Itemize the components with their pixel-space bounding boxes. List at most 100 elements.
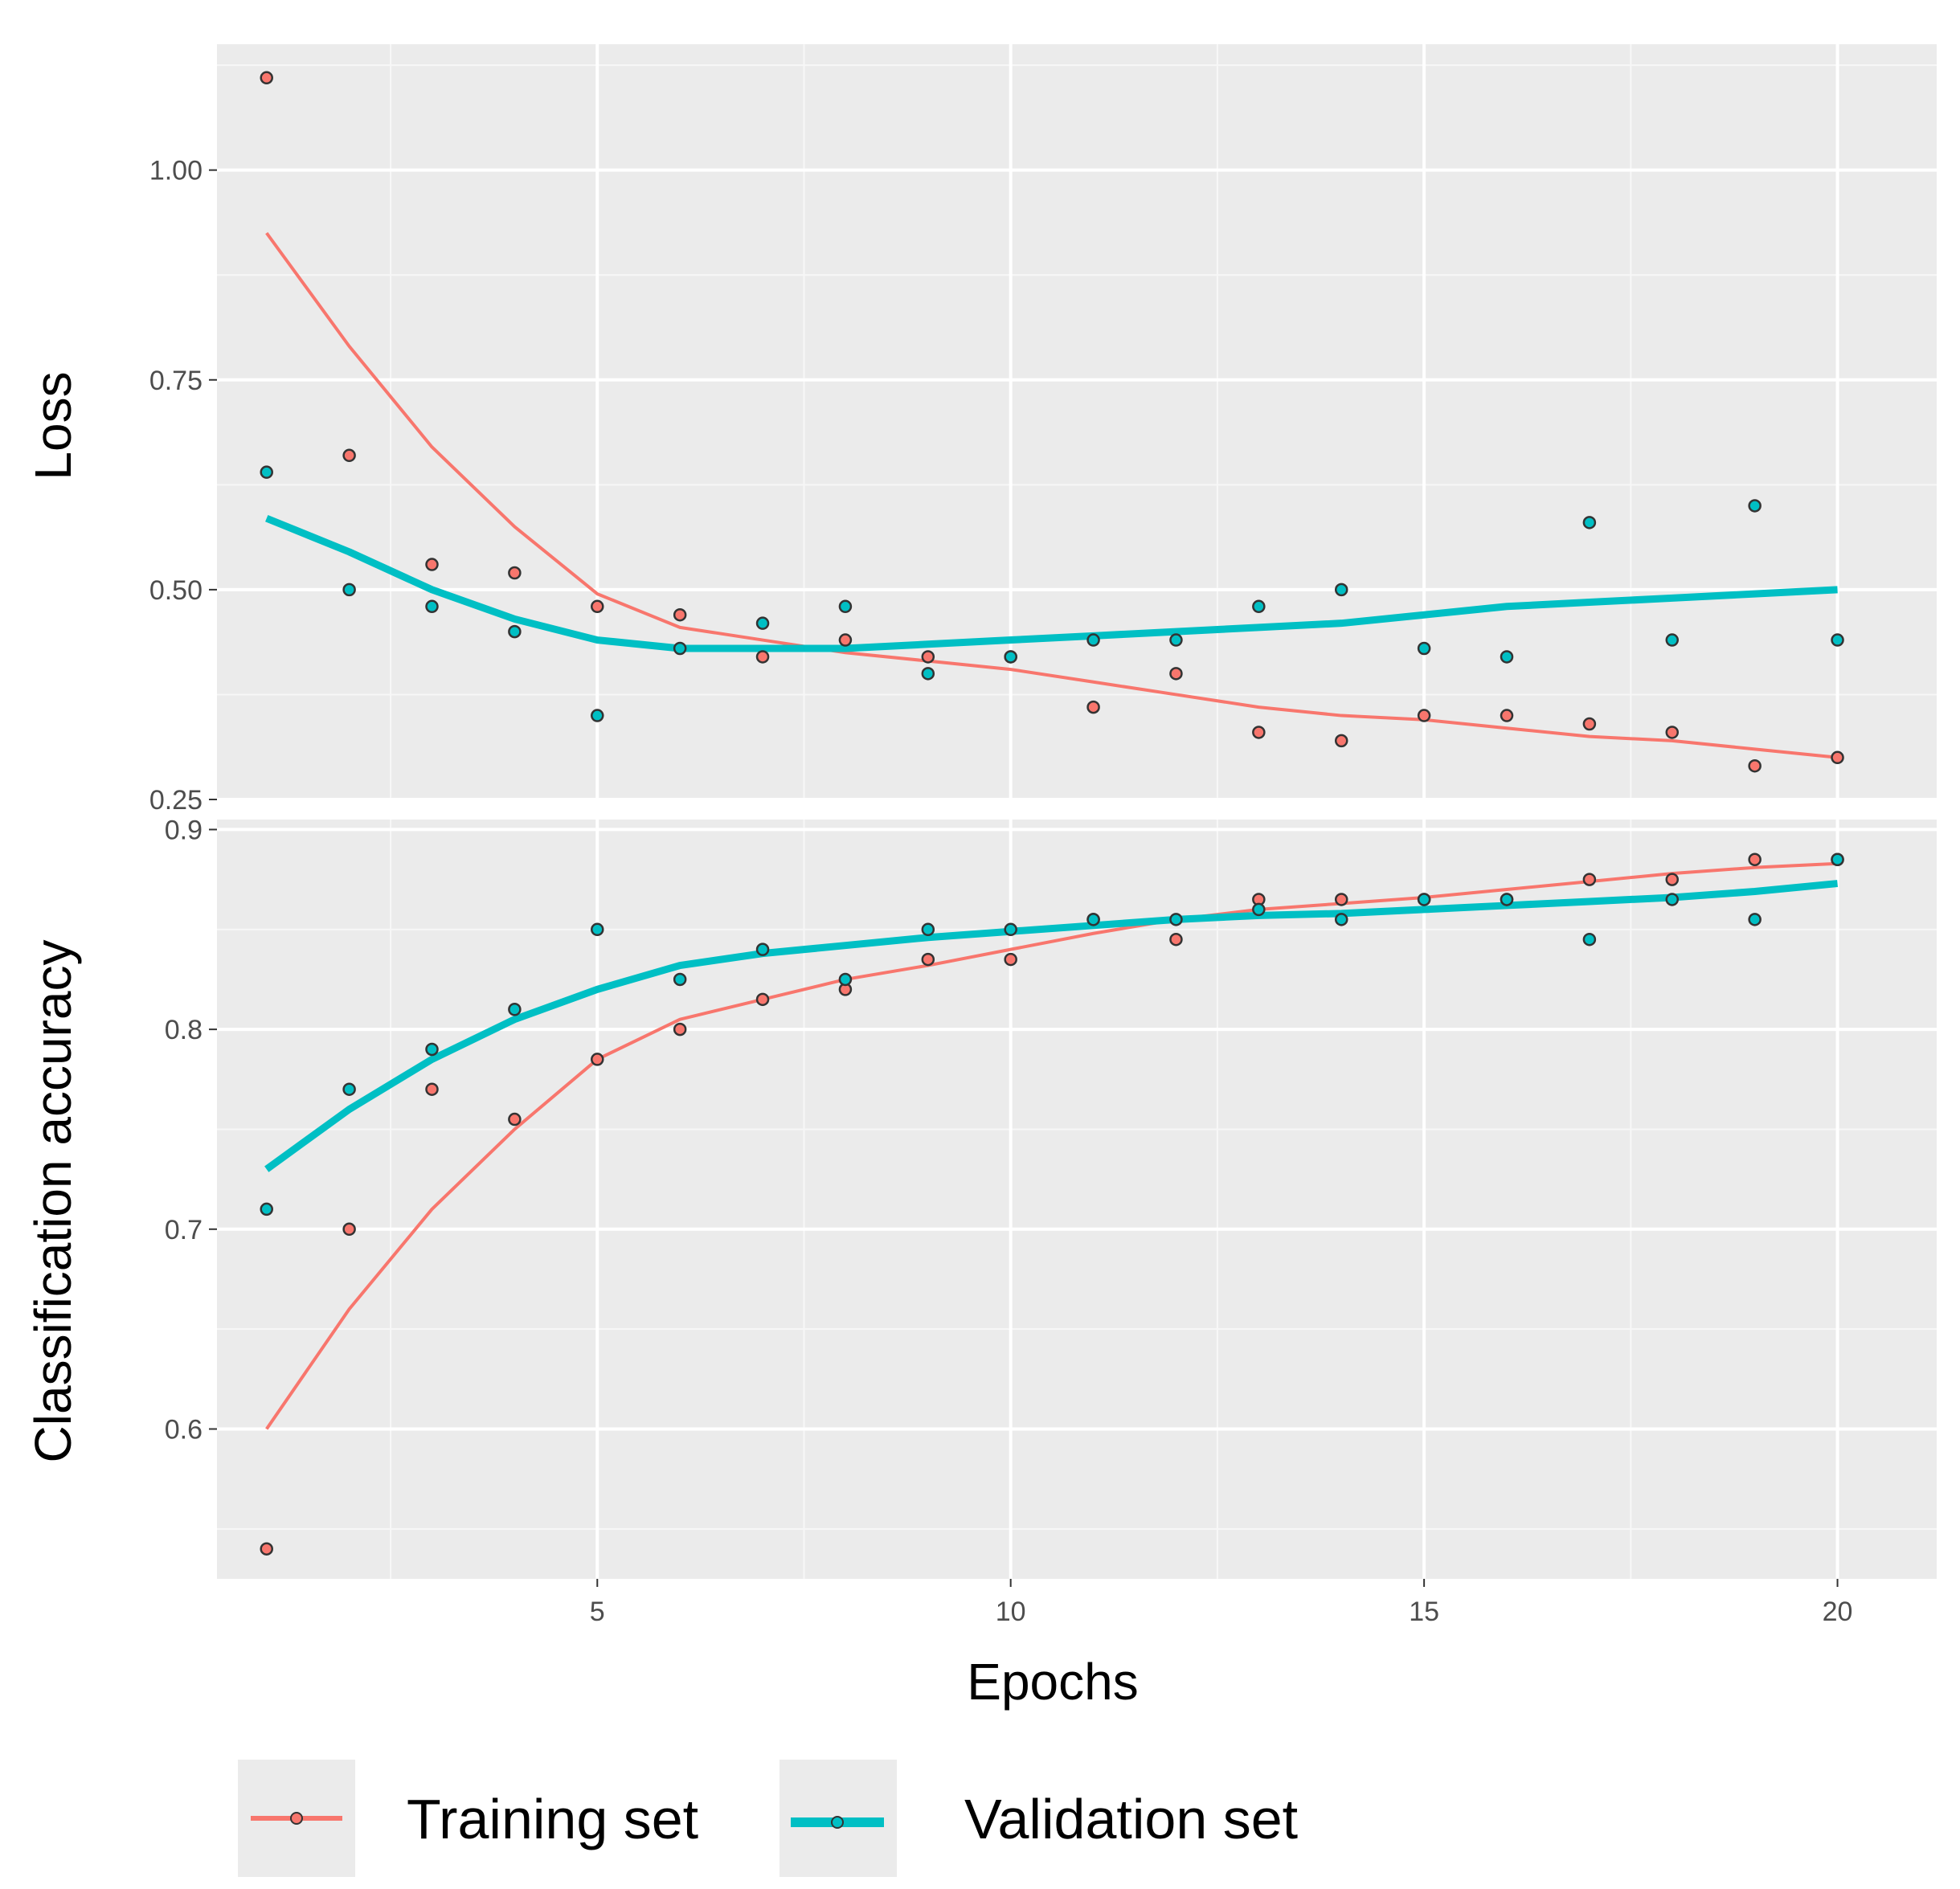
x-axis-label: Epochs xyxy=(967,1653,1138,1711)
legend-label-training: Training set xyxy=(407,1788,698,1850)
accuracy-validation-point xyxy=(260,1202,273,1216)
loss-training-trend-line xyxy=(265,231,1838,759)
loss-training-point xyxy=(425,558,439,571)
x-tick-label: 15 xyxy=(1409,1597,1439,1627)
accuracy-validation-point xyxy=(425,1042,439,1057)
loss-validation-trend-line xyxy=(265,514,1838,652)
accuracy-training-point xyxy=(1582,873,1597,886)
accuracy-training-point xyxy=(1004,952,1017,967)
loss-validation-point xyxy=(1582,516,1597,529)
loss-training-point xyxy=(1831,750,1844,765)
loss-y-tick-label: 1.00 xyxy=(149,156,203,186)
loss-validation-point xyxy=(1334,583,1348,597)
loss-training-point xyxy=(260,71,273,85)
accuracy-training-trend-line xyxy=(265,861,1838,1430)
accuracy-training-point xyxy=(1169,932,1183,947)
accuracy-training-point xyxy=(260,1542,273,1556)
accuracy-panel: 0.6 0.7 0.8 0.9 5 10 15 20 xyxy=(165,815,1937,1627)
accuracy-y-axis-label: Classification accuracy xyxy=(24,940,82,1463)
loss-training-point xyxy=(838,633,853,647)
accuracy-training-point xyxy=(755,992,770,1007)
loss-validation-point xyxy=(508,624,522,639)
loss-training-point xyxy=(1582,717,1597,731)
loss-validation-point xyxy=(1004,650,1017,664)
legend-key-training-point xyxy=(290,1812,303,1825)
legend: Training set Validation set xyxy=(238,1760,1298,1877)
accuracy-validation-point xyxy=(1582,932,1597,947)
loss-validation-point xyxy=(1417,641,1431,656)
accuracy-validation-trend-line xyxy=(264,880,1838,1172)
loss-validation-point xyxy=(1252,599,1266,614)
loss-training-point xyxy=(921,650,935,664)
loss-validation-point xyxy=(838,599,853,614)
accuracy-validation-point xyxy=(838,972,853,987)
x-tick-label: 10 xyxy=(996,1597,1026,1627)
loss-validation-point xyxy=(1748,499,1762,513)
accuracy-validation-point xyxy=(1086,913,1100,926)
loss-training-point xyxy=(1417,709,1431,722)
accuracy-training-point xyxy=(425,1082,439,1096)
loss-training-point xyxy=(1252,726,1266,739)
accuracy-validation-point xyxy=(342,1082,356,1096)
accuracy-training-point xyxy=(508,1112,522,1126)
x-tick-label: 5 xyxy=(590,1597,605,1627)
loss-y-axis-label: Loss xyxy=(24,371,82,480)
accuracy-validation-point xyxy=(1169,913,1183,926)
loss-validation-point xyxy=(755,616,770,630)
accuracy-training-point xyxy=(673,1022,687,1036)
loss-validation-point xyxy=(673,641,687,656)
loss-training-point xyxy=(342,448,356,463)
legend-key-validation-point xyxy=(831,1816,844,1829)
accuracy-validation-point xyxy=(1004,922,1017,937)
loss-panel-background xyxy=(217,44,1937,799)
accuracy-validation-point xyxy=(673,972,687,987)
accuracy-validation-point xyxy=(755,942,770,956)
loss-training-point xyxy=(1086,700,1100,714)
loss-validation-point xyxy=(1665,633,1680,647)
loss-validation-point xyxy=(921,667,935,681)
accuracy-validation-point xyxy=(591,922,604,937)
accuracy-validation-point xyxy=(1500,893,1514,906)
loss-training-point xyxy=(1748,758,1762,773)
loss-panel: 0.25 0.50 0.75 1.00 xyxy=(149,44,1937,816)
accuracy-training-point xyxy=(1665,873,1680,886)
accuracy-validation-point xyxy=(1665,893,1680,906)
legend-label-validation: Validation set xyxy=(964,1788,1298,1850)
accuracy-validation-point xyxy=(1417,893,1431,906)
accuracy-y-tick-label: 0.8 xyxy=(165,1015,203,1045)
accuracy-training-point xyxy=(342,1222,356,1237)
loss-y-tick-label: 0.25 xyxy=(149,785,203,816)
loss-training-point xyxy=(673,607,687,622)
loss-validation-point xyxy=(1169,633,1183,647)
accuracy-panel-background xyxy=(217,820,1937,1579)
accuracy-training-point xyxy=(1334,893,1348,906)
loss-validation-point xyxy=(1086,633,1100,647)
loss-validation-point xyxy=(260,465,273,479)
loss-training-point xyxy=(1500,709,1514,722)
accuracy-validation-point xyxy=(508,1003,522,1016)
loss-training-point xyxy=(755,650,770,664)
loss-y-tick-label: 0.50 xyxy=(149,575,203,606)
accuracy-y-tick-label: 0.9 xyxy=(165,815,203,845)
accuracy-training-point xyxy=(1748,853,1762,866)
loss-training-point xyxy=(1169,667,1183,681)
loss-validation-point xyxy=(1500,650,1514,664)
accuracy-validation-point xyxy=(1334,913,1348,926)
accuracy-training-point xyxy=(591,1053,604,1066)
x-tick-label: 20 xyxy=(1823,1597,1853,1627)
loss-training-point xyxy=(1334,734,1348,748)
accuracy-training-point xyxy=(921,952,935,967)
accuracy-validation-point xyxy=(1748,913,1762,926)
loss-training-point xyxy=(508,566,522,580)
accuracy-validation-point xyxy=(1252,902,1266,917)
accuracy-y-tick-label: 0.6 xyxy=(165,1414,203,1445)
loss-validation-point xyxy=(591,709,604,722)
loss-training-point xyxy=(591,599,604,614)
accuracy-validation-point xyxy=(1831,853,1844,866)
accuracy-validation-point xyxy=(921,922,935,937)
loss-validation-point xyxy=(425,599,439,614)
loss-validation-point xyxy=(342,583,356,597)
loss-y-tick-label: 0.75 xyxy=(149,366,203,396)
accuracy-y-tick-label: 0.7 xyxy=(165,1215,203,1245)
